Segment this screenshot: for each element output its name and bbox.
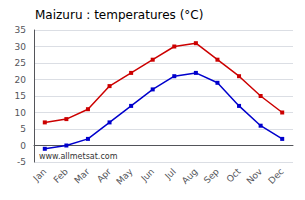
svg-text:Dec: Dec <box>266 166 285 185</box>
svg-text:0: 0 <box>20 141 26 151</box>
svg-text:Jun: Jun <box>139 166 157 184</box>
svg-text:May: May <box>114 166 135 187</box>
svg-text:5: 5 <box>20 124 26 134</box>
svg-text:20: 20 <box>15 75 27 85</box>
svg-text:www.allmetsat.com: www.allmetsat.com <box>39 152 118 161</box>
svg-text:Oct: Oct <box>225 166 243 184</box>
svg-text:25: 25 <box>15 58 26 68</box>
svg-text:Mar: Mar <box>72 166 91 185</box>
svg-text:15: 15 <box>15 91 26 101</box>
svg-text:35: 35 <box>15 25 26 35</box>
svg-text:Jul: Jul <box>162 166 177 181</box>
svg-text:Maizuru : temperatures (°C): Maizuru : temperatures (°C) <box>35 8 203 22</box>
svg-text:Sep: Sep <box>202 166 221 185</box>
svg-text:30: 30 <box>15 42 27 52</box>
svg-text:Aug: Aug <box>180 166 199 185</box>
svg-text:Apr: Apr <box>95 166 113 184</box>
svg-text:Nov: Nov <box>245 166 265 186</box>
svg-text:Feb: Feb <box>52 166 71 185</box>
svg-text:Jan: Jan <box>31 166 49 184</box>
svg-text:10: 10 <box>15 108 27 118</box>
svg-text:-5: -5 <box>17 157 26 167</box>
